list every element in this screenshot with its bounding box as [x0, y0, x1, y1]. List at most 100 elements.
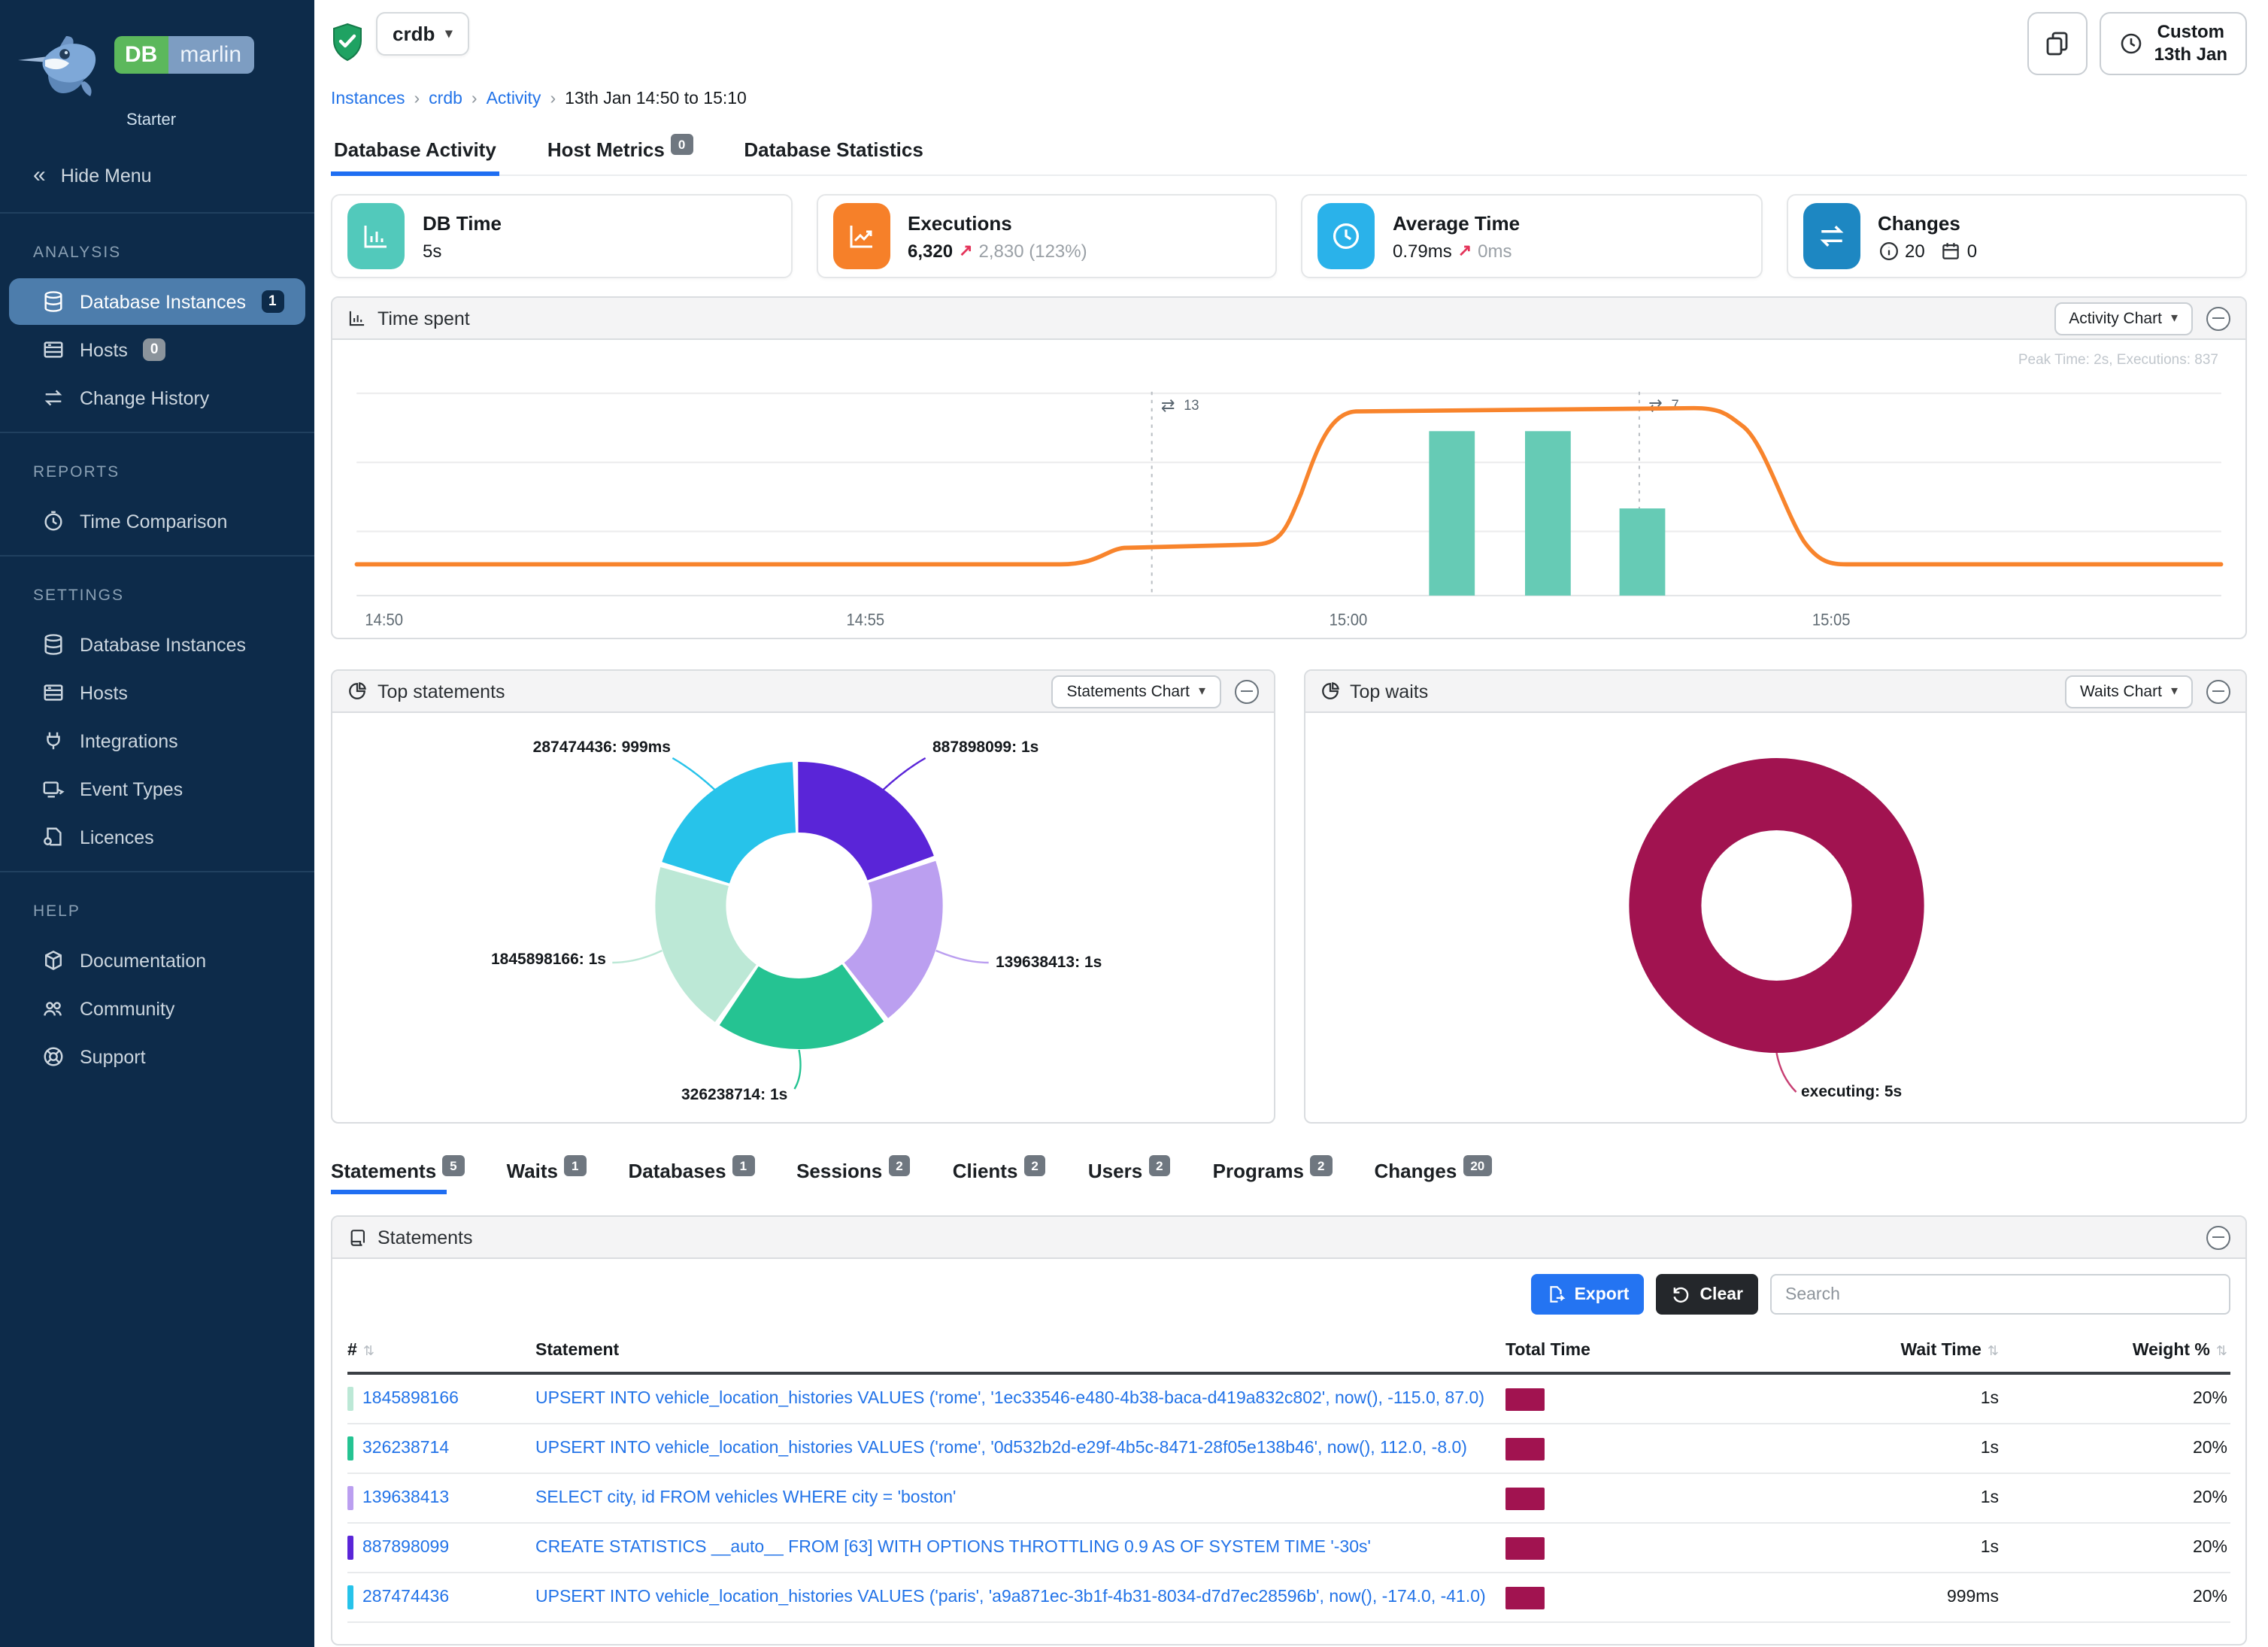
- x-tick: 14:55: [846, 611, 884, 629]
- count-badge: 0: [670, 134, 693, 155]
- clear-button[interactable]: Clear: [1656, 1274, 1758, 1315]
- donut-segment-executing[interactable]: [1628, 758, 1924, 1053]
- column-header-total-time[interactable]: Total Time: [1505, 1342, 1590, 1360]
- tab-database-activity[interactable]: Database Activity: [331, 129, 499, 176]
- statement-color-bar: [347, 1585, 353, 1609]
- breadcrumb-instances[interactable]: Instances: [331, 90, 405, 108]
- tab-statements[interactable]: Statements 5: [331, 1155, 465, 1194]
- collapse-panel-button[interactable]: [1234, 679, 1258, 703]
- breadcrumb-separator: ›: [550, 90, 556, 108]
- donut-label-887898099: 887898099: 1s: [932, 739, 1039, 757]
- donut-segment-887898099[interactable]: [655, 762, 943, 1049]
- executions-bar[interactable]: [1525, 431, 1571, 596]
- sidebar-item-documentation[interactable]: Documentation: [9, 937, 305, 984]
- statement-color-bar: [347, 1536, 353, 1560]
- statements-donut-svg: [612, 757, 989, 1090]
- statement-sql-link[interactable]: SELECT city, id FROM vehicles WHERE city…: [535, 1489, 957, 1507]
- activity-chart-selector[interactable]: Activity Chart ▾: [2054, 302, 2193, 335]
- sidebar-section-help: HELP Documentation Community Support: [0, 872, 314, 1090]
- tab-host-metrics[interactable]: Host Metrics 0: [544, 129, 696, 174]
- statement-sql-link[interactable]: UPSERT INTO vehicle_location_histories V…: [535, 1390, 1484, 1408]
- column-header-num[interactable]: # ⇅: [347, 1342, 374, 1360]
- kpi-changes: Changes 20 0: [1786, 194, 2247, 278]
- sidebar-item-settings-hosts[interactable]: Hosts: [9, 669, 305, 716]
- brand-tier: Starter: [126, 111, 177, 129]
- donut-segment-326238714[interactable]: [655, 762, 943, 1049]
- sidebar-item-community[interactable]: Community: [9, 985, 305, 1032]
- sidebar-item-time-comparison[interactable]: Time Comparison: [9, 498, 305, 544]
- table-row: 326238714 UPSERT INTO vehicle_location_h…: [347, 1424, 2230, 1474]
- executions-bar[interactable]: [1619, 508, 1666, 596]
- waits-chart-selector[interactable]: Waits Chart ▾: [2065, 675, 2193, 708]
- donut-label-executing: executing: 5s: [1801, 1083, 1903, 1101]
- top-waits-header: Top waits Waits Chart ▾: [1305, 671, 2245, 713]
- change-marker-count: 7: [1671, 397, 1678, 414]
- top-statements-panel: Top statements Statements Chart ▾: [331, 669, 1275, 1124]
- sidebar-item-licences[interactable]: Licences: [9, 814, 305, 860]
- sidebar-section-reports: REPORTS Time Comparison: [0, 433, 314, 557]
- statement-id-link[interactable]: 287474436: [362, 1588, 450, 1606]
- statement-id-link[interactable]: 326238714: [362, 1439, 450, 1457]
- total-time-bar: [1505, 1586, 1545, 1609]
- hide-menu-button[interactable]: « Hide Menu: [0, 138, 314, 214]
- tab-changes[interactable]: Changes 20: [1375, 1155, 1493, 1194]
- weight-value: 20%: [2192, 1439, 2227, 1457]
- statement-id-link[interactable]: 1845898166: [362, 1390, 459, 1408]
- statement-id-link[interactable]: 887898099: [362, 1539, 450, 1557]
- database-icon: [44, 291, 62, 312]
- tab-sessions[interactable]: Sessions 2: [796, 1155, 911, 1194]
- section-title: SETTINGS: [33, 587, 125, 605]
- breadcrumb-crdb[interactable]: crdb: [429, 90, 462, 108]
- top-waits-panel: Top waits Waits Chart ▾ executing:: [1303, 669, 2247, 1124]
- column-header-weight[interactable]: Weight % ⇅: [2132, 1342, 2227, 1360]
- statement-sql-link[interactable]: UPSERT INTO vehicle_location_histories V…: [535, 1439, 1467, 1457]
- plug-icon: [47, 732, 60, 750]
- time-range-button[interactable]: Custom 13th Jan: [2100, 12, 2247, 75]
- tab-database-statistics[interactable]: Database Statistics: [744, 138, 923, 161]
- column-header-statement[interactable]: Statement: [535, 1342, 620, 1360]
- tab-users[interactable]: Users 2: [1088, 1155, 1171, 1194]
- time-spent-chart[interactable]: Peak Time: 2s, Executions: 837 ⇄ 13 ⇄ 7: [332, 340, 2245, 638]
- copy-link-button[interactable]: [2027, 12, 2088, 75]
- executions-bar[interactable]: [1429, 431, 1475, 596]
- statement-id-link[interactable]: 139638413: [362, 1489, 450, 1507]
- waits-donut-chart[interactable]: executing: 5s: [1305, 713, 2245, 1122]
- sidebar-item-support[interactable]: Support: [9, 1033, 305, 1080]
- instance-selector[interactable]: crdb ▾: [376, 12, 469, 56]
- sidebar-item-event-types[interactable]: Event Types: [9, 766, 305, 812]
- tab-programs[interactable]: Programs 2: [1213, 1155, 1333, 1194]
- clock-icon: [1317, 203, 1375, 269]
- sidebar-item-database-instances[interactable]: Database Instances 1: [9, 278, 305, 325]
- column-header-wait-time[interactable]: Wait Time ⇅: [1900, 1342, 1999, 1360]
- change-marker-icon: ⇄: [1648, 395, 1663, 415]
- statement-sql-link[interactable]: UPSERT INTO vehicle_location_histories V…: [535, 1588, 1486, 1606]
- export-button[interactable]: Export: [1530, 1274, 1645, 1315]
- breadcrumb: Instances › crdb › Activity › 13th Jan 1…: [331, 90, 2247, 108]
- sidebar-item-settings-database-instances[interactable]: Database Instances: [9, 621, 305, 668]
- sidebar-item-integrations[interactable]: Integrations: [9, 717, 305, 764]
- statements-donut-chart[interactable]: 287474436: 999ms 887898099: 1s 184589816…: [332, 713, 1273, 1122]
- tab-waits[interactable]: Waits 1: [507, 1155, 587, 1194]
- count-badge: 2: [1148, 1155, 1171, 1176]
- clock-icon: [44, 511, 62, 531]
- collapse-panel-button[interactable]: [2206, 306, 2230, 330]
- up-arrow-icon: ↗: [959, 242, 973, 260]
- leader-line: [1775, 1052, 1797, 1093]
- tab-databases[interactable]: Databases 1: [629, 1155, 755, 1194]
- change-marker-icon: ⇄: [1161, 395, 1175, 415]
- breadcrumb-activity[interactable]: Activity: [486, 90, 541, 108]
- donut-segment-1845898166[interactable]: [655, 762, 943, 1049]
- collapse-panel-button[interactable]: [2206, 679, 2230, 703]
- sidebar-item-hosts[interactable]: Hosts 0: [9, 326, 305, 373]
- donut-segment-139638413[interactable]: [655, 762, 943, 1049]
- statements-chart-selector[interactable]: Statements Chart ▾: [1051, 675, 1220, 708]
- search-input[interactable]: [1770, 1274, 2230, 1315]
- section-title: ANALYSIS: [33, 244, 122, 262]
- marlin-fish-logo: [18, 36, 96, 96]
- trend-line-icon: [832, 203, 890, 269]
- event-monitor-icon: [43, 781, 65, 798]
- sidebar-item-change-history[interactable]: Change History: [9, 375, 305, 421]
- collapse-panel-button[interactable]: [2206, 1225, 2230, 1249]
- tab-clients[interactable]: Clients 2: [953, 1155, 1046, 1194]
- statement-sql-link[interactable]: CREATE STATISTICS __auto__ FROM [63] WIT…: [535, 1539, 1371, 1557]
